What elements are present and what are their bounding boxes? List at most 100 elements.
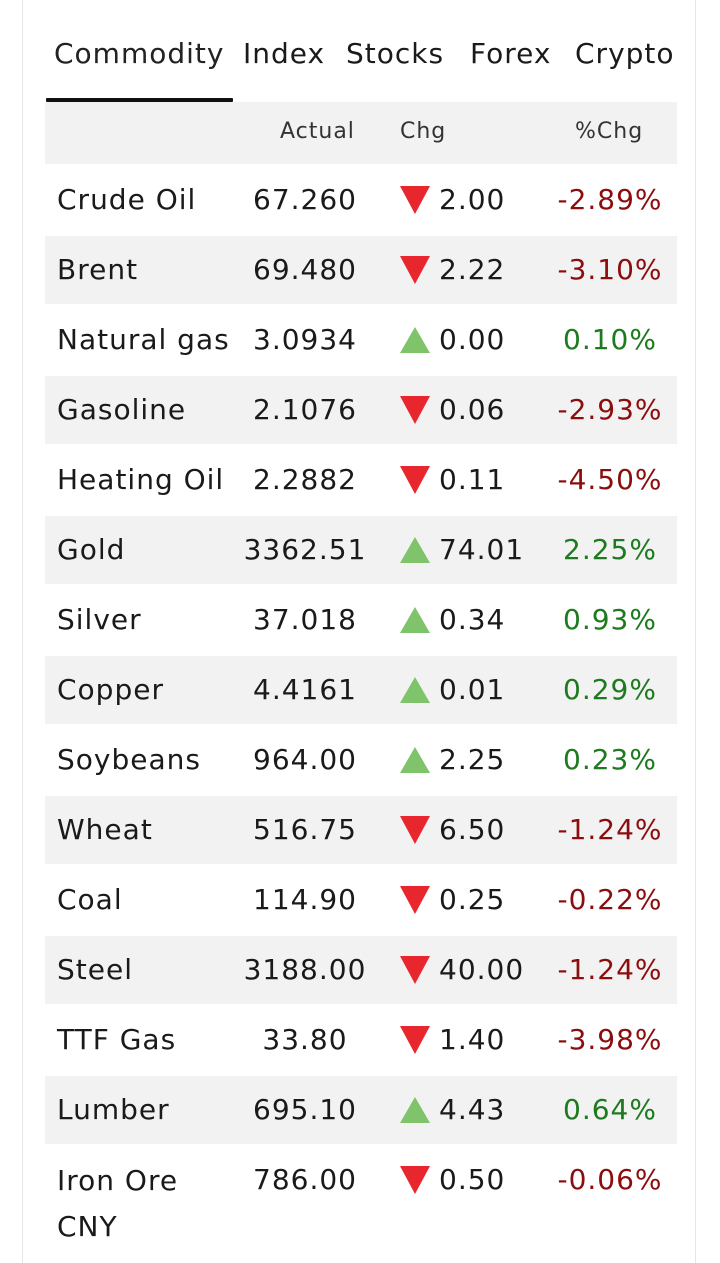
triangle-down-icon [400,956,430,984]
table-row[interactable]: Crude Oil 67.260 2.00 -2.89% [45,166,677,236]
percent-change-value: -3.10% [557,253,663,286]
percent-change-value: -2.89% [557,183,663,216]
percent-change-value: 0.10% [563,323,657,356]
actual-value: 516.75 [253,813,357,846]
commodity-name: Lumber [57,1093,170,1126]
table-row[interactable]: Soybeans 964.00 2.25 0.23% [45,726,677,796]
tab-index[interactable]: Index [243,37,326,70]
percent-change-value: 0.64% [563,1093,657,1126]
percent-change-value: 0.93% [563,603,657,636]
change-value: 2.00 [439,183,506,216]
table-row[interactable]: Iron Ore CNY 786.00 0.50 -0.06% [45,1146,677,1258]
triangle-down-icon [400,466,430,494]
actual-value: 67.260 [253,183,357,216]
table-row[interactable]: Heating Oil 2.2882 0.11 -4.50% [45,446,677,516]
triangle-down-icon [400,816,430,844]
commodity-table: Actual Chg %Chg Crude Oil 67.260 2.00 -2.89… [45,102,677,1258]
change-value: 2.25 [439,743,506,776]
commodity-name: Gasoline [57,393,187,426]
table-row[interactable]: Wheat 516.75 6.50 -1.24% [45,796,677,866]
actual-value: 37.018 [253,603,357,636]
change-value: 4.43 [439,1093,506,1126]
triangle-up-icon [400,327,430,353]
change-value: 0.25 [439,883,506,916]
commodity-name: Coal [57,883,123,916]
triangle-down-icon [400,886,430,914]
triangle-down-icon [400,186,430,214]
table-body: Crude Oil 67.260 2.00 -2.89% Brent 69.480 2.22… [45,166,677,1258]
actual-value: 114.90 [253,883,357,916]
table-row[interactable]: Brent 69.480 2.22 -3.10% [45,236,677,306]
percent-change-value: -2.93% [557,393,663,426]
table-row[interactable]: Gasoline 2.1076 0.06 -2.93% [45,376,677,446]
actual-value: 4.4161 [253,673,357,706]
commodity-name: Brent [57,253,139,286]
actual-value: 33.80 [262,1023,348,1056]
actual-value: 2.2882 [253,463,357,496]
change-value: 0.06 [439,393,506,426]
change-value: 0.11 [439,463,506,496]
actual-value: 964.00 [253,743,357,776]
commodity-name: Copper [57,673,164,706]
actual-value: 786.00 [253,1163,357,1196]
table-row[interactable]: Copper 4.4161 0.01 0.29% [45,656,677,726]
percent-change-value: 0.23% [563,743,657,776]
commodity-name: Steel [57,953,133,986]
change-value: 2.22 [439,253,506,286]
percent-change-value: -4.50% [557,463,663,496]
percent-change-value: 0.29% [563,673,657,706]
table-row[interactable]: Lumber 695.10 4.43 0.64% [45,1076,677,1146]
actual-value: 3188.00 [243,953,367,986]
commodity-name: Gold [57,533,126,566]
header-actual[interactable]: Actual [280,119,355,144]
table-row[interactable]: Coal 114.90 0.25 -0.22% [45,866,677,936]
change-value: 0.50 [439,1163,506,1196]
change-value: 0.00 [439,323,506,356]
actual-value: 695.10 [253,1093,357,1126]
commodity-name: Natural gas [57,323,230,356]
triangle-up-icon [400,747,430,773]
triangle-down-icon [400,396,430,424]
commodity-name: Iron Ore CNY [57,1164,179,1243]
table-row[interactable]: TTF Gas 33.80 1.40 -3.98% [45,1006,677,1076]
actual-value: 69.480 [253,253,357,286]
tab-crypto[interactable]: Crypto [575,37,675,70]
percent-change-value: -0.06% [557,1163,663,1196]
tab-forex[interactable]: Forex [470,37,552,70]
change-value: 0.34 [439,603,506,636]
table-row[interactable]: Steel 3188.00 40.00 -1.24% [45,936,677,1006]
table-header: Actual Chg %Chg [45,102,677,166]
header-pct-chg[interactable]: %Chg [575,119,644,144]
triangle-down-icon [400,256,430,284]
triangle-up-icon [400,607,430,633]
table-row[interactable]: Natural gas 3.0934 0.00 0.10% [45,306,677,376]
table-row[interactable]: Silver 37.018 0.34 0.93% [45,586,677,656]
commodity-name: Wheat [57,813,153,846]
commodity-name: Silver [57,603,142,636]
change-value: 1.40 [439,1023,506,1056]
header-chg[interactable]: Chg [400,119,447,144]
triangle-up-icon [400,677,430,703]
triangle-down-icon [400,1166,430,1194]
actual-value: 3.0934 [253,323,357,356]
percent-change-value: -1.24% [557,813,663,846]
change-value: 40.00 [439,953,525,986]
percent-change-value: 2.25% [563,533,657,566]
tab-stocks[interactable]: Stocks [346,37,445,70]
percent-change-value: -1.24% [557,953,663,986]
commodity-name: Crude Oil [57,183,197,216]
commodity-name: Soybeans [57,743,201,776]
actual-value: 3362.51 [243,533,367,566]
percent-change-value: -3.98% [557,1023,663,1056]
active-tab-indicator [46,98,233,102]
triangle-up-icon [400,1097,430,1123]
tab-commodity[interactable]: Commodity [54,37,225,70]
commodity-name: Heating Oil [57,463,225,496]
triangle-up-icon [400,537,430,563]
table-row[interactable]: Gold 3362.51 74.01 2.25% [45,516,677,586]
percent-change-value: -0.22% [557,883,663,916]
commodity-panel: Commodity Index Stocks Forex Crypto Bo A… [22,0,696,1263]
change-value: 0.01 [439,673,506,706]
change-value: 74.01 [439,533,525,566]
change-value: 6.50 [439,813,506,846]
